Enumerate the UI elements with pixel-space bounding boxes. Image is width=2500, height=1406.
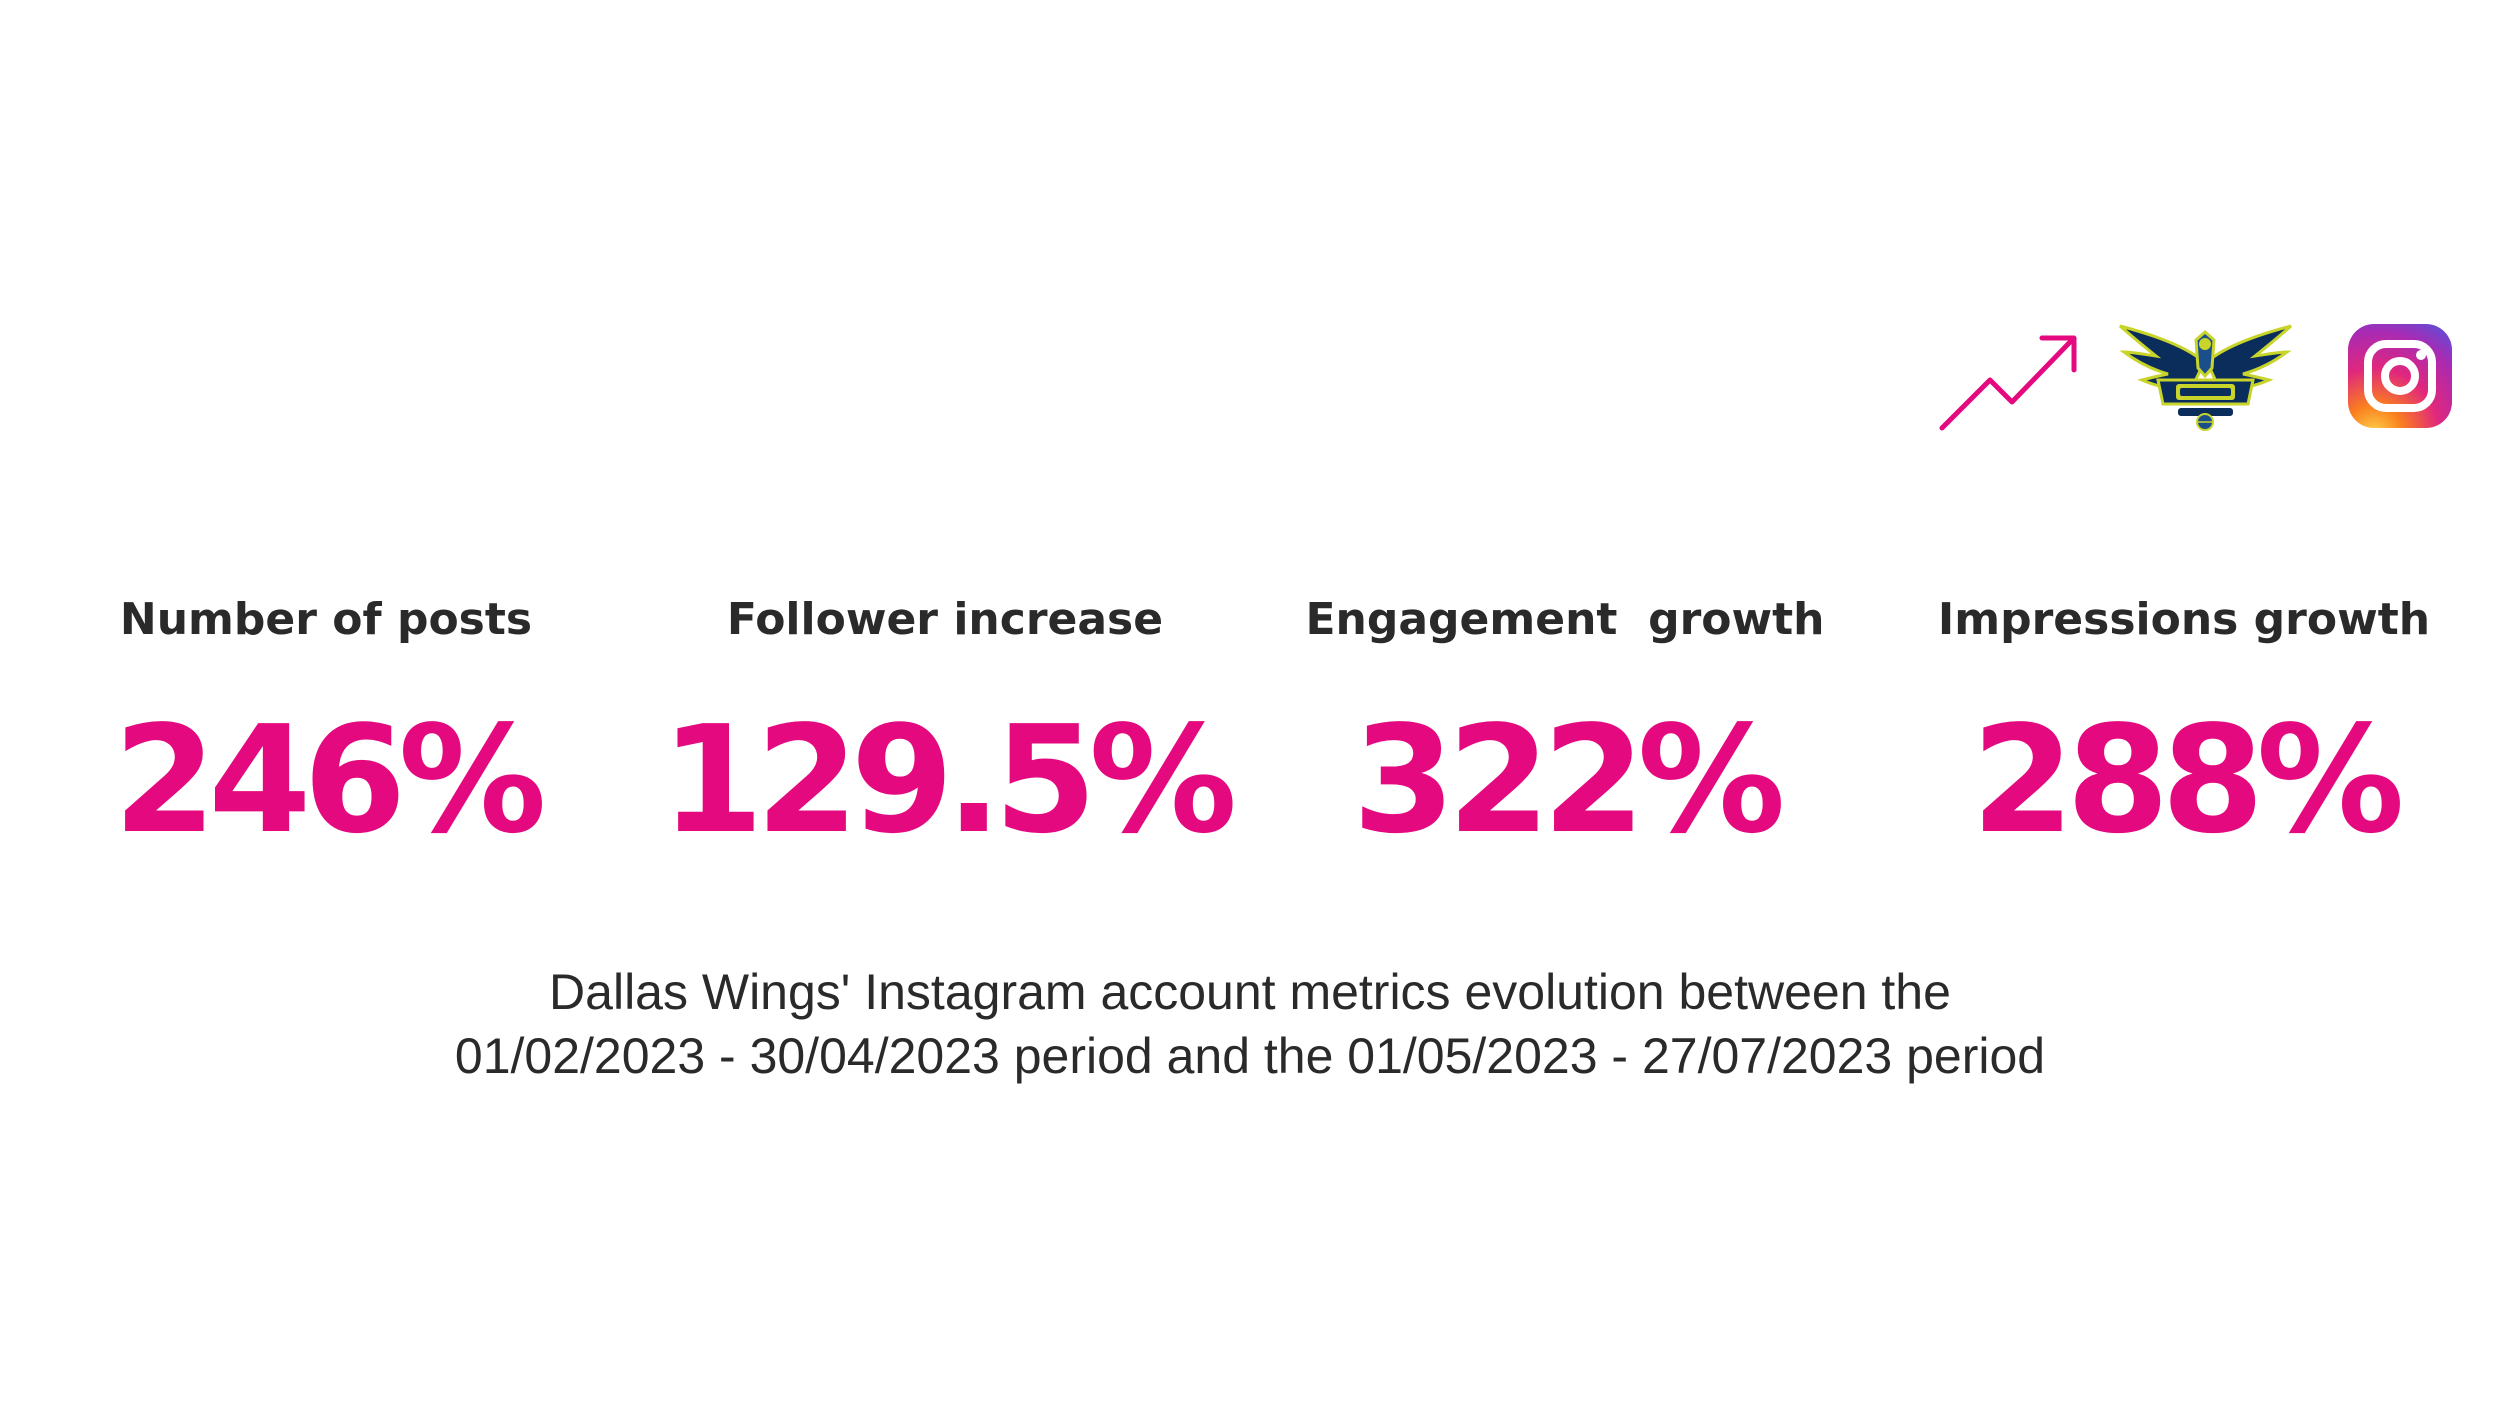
metric-value: 246% [113,694,546,866]
metric-number-of-posts: Number of posts 246% [26,590,626,860]
metric-label: Engagement growth [1305,594,1825,645]
metric-value: 129.5% [660,694,1237,866]
dallas-wings-logo-icon [2119,324,2292,431]
metric-impressions-growth: Impressions growth 288% [1884,590,2484,860]
trend-up-arrow-icon [1939,335,2077,431]
metric-engagement-growth: Engagement growth 322% [1265,590,1865,860]
caption-line-2: 01/02/2023 - 30/04/2023 period and the 0… [454,1028,2046,1084]
icon-row [1938,318,2458,433]
metric-label: Number of posts [119,594,533,645]
instagram-icon [2348,324,2452,428]
period-caption: Dallas Wings' Instagram account metrics … [0,960,2500,1088]
metric-value: 322% [1352,694,1785,866]
metrics-row: Number of posts 246% Follower increase 1… [0,590,2500,870]
metric-follower-increase: Follower increase 129.5% [645,590,1245,860]
metric-label: Impressions growth [1937,594,2431,645]
metric-value: 288% [1971,694,2404,866]
metric-label: Follower increase [726,594,1164,645]
caption-line-1: Dallas Wings' Instagram account metrics … [549,964,1951,1020]
